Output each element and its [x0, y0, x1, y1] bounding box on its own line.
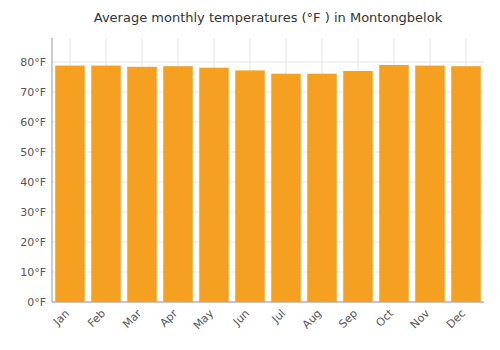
- bar: Nov: 78.8: [415, 66, 445, 302]
- grid: [52, 38, 484, 302]
- x-tick-label: Nov: [408, 307, 433, 332]
- bar: Dec: 78.6: [451, 66, 481, 302]
- y-tick-label: 80°F: [20, 56, 46, 69]
- title: Average monthly temperatures (°F ) in Mo…: [94, 10, 443, 25]
- y-axis-line: [52, 38, 53, 302]
- bar: Apr: 78.6: [163, 66, 193, 302]
- bar: Jul: 76.1: [271, 74, 301, 302]
- x-tick-label: Jul: [269, 307, 288, 326]
- bars: Jan: 78.8Feb: 78.8Mar: 78.4Apr: 78.6May:…: [55, 65, 481, 302]
- y-tick-label: 10°F: [20, 266, 46, 279]
- bar: May: 78.1: [199, 68, 229, 302]
- x-tick-label: Dec: [444, 307, 468, 331]
- bar: Jan: 78.8: [55, 66, 85, 302]
- y-tick-label: 30°F: [20, 206, 46, 219]
- y-tick-label: 40°F: [20, 176, 46, 189]
- bar: Jun: 77.2: [235, 70, 265, 302]
- chart-container: Average monthly temperatures (°F ) in Mo…: [0, 0, 500, 350]
- x-tick-label: Jun: [230, 307, 252, 329]
- chart: Average monthly temperatures (°F ) in Mo…: [0, 0, 500, 350]
- bar: Mar: 78.4: [127, 67, 157, 302]
- x-tick-label: Sep: [336, 307, 360, 331]
- axes: 0°F 10°F 20°F 30°F 40°F 50°F 60°F 70°F 80°F Jan Fe…: [20, 38, 484, 332]
- x-tick-label: Apr: [157, 307, 180, 330]
- x-tick-label: Aug: [300, 307, 324, 331]
- bar: Aug: 76.1: [307, 74, 337, 302]
- y-tick-label: 20°F: [20, 236, 46, 249]
- y-tick-label: 60°F: [20, 116, 46, 129]
- y-tick-label: 70°F: [20, 86, 46, 99]
- y-tick-label: 50°F: [20, 146, 46, 159]
- x-tick-label: May: [191, 307, 217, 333]
- bar: Feb: 78.8: [91, 66, 121, 302]
- x-tick-label: Oct: [373, 306, 396, 329]
- x-tick-label: Mar: [120, 307, 144, 331]
- grid-line-y: [52, 62, 484, 63]
- y-tick-label: 0°F: [27, 296, 46, 309]
- bar: Sep: 77: [343, 71, 373, 302]
- x-tick-label: Feb: [85, 307, 108, 330]
- bar: Oct: 79: [379, 65, 409, 302]
- x-tick-label: Jan: [50, 307, 72, 329]
